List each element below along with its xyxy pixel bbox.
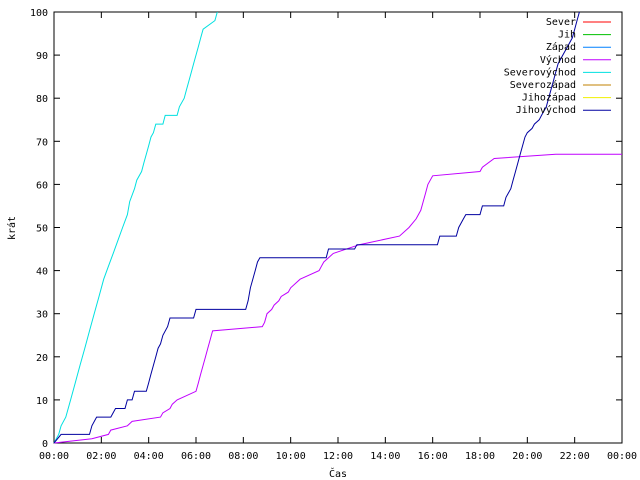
- y-tick-label: 10: [36, 396, 48, 407]
- y-axis-ticks: 0 10 20 30 40 50 60 70 80 90 100: [30, 8, 622, 450]
- legend-label: Jih: [558, 30, 576, 41]
- legend-label: Východ: [540, 54, 576, 66]
- x-tick-label: 08:00: [228, 451, 258, 462]
- x-axis-ticks: 00:00 02:00 04:00 06:00 08:00 10:00 12:00 14:00…: [39, 12, 637, 462]
- x-axis-label: Čas: [329, 467, 347, 480]
- legend-label: Jihovýchod: [516, 104, 576, 116]
- y-tick-label: 70: [36, 137, 48, 148]
- x-tick-label: 02:00: [86, 451, 116, 462]
- y-tick-label: 20: [36, 353, 48, 364]
- legend-label: Západ: [546, 41, 576, 53]
- series-line-3: [53, 153, 622, 444]
- x-tick-label: 18:00: [465, 451, 495, 462]
- x-tick-label: 22:00: [560, 451, 590, 462]
- y-tick-label: 0: [42, 439, 48, 450]
- y-tick-label: 30: [36, 310, 48, 321]
- y-tick-label: 90: [36, 51, 48, 62]
- x-tick-label: 00:00: [607, 451, 637, 462]
- x-tick-label: 06:00: [181, 451, 211, 462]
- x-tick-label: 10:00: [276, 451, 306, 462]
- x-tick-label: 00:00: [39, 451, 69, 462]
- legend-label: Severovýchod: [504, 66, 576, 78]
- x-tick-label: 04:00: [134, 451, 164, 462]
- series-line-4: [53, 11, 218, 444]
- legend-label: Severozápad: [510, 79, 576, 91]
- y-axis-label: krát: [6, 216, 18, 240]
- y-tick-label: 40: [36, 267, 48, 278]
- series-lines: [53, 11, 622, 444]
- y-tick-label: 60: [36, 180, 48, 191]
- legend-label: Sever: [546, 17, 576, 28]
- x-tick-label: 12:00: [323, 451, 353, 462]
- plot-area: [53, 11, 623, 444]
- y-tick-label: 100: [30, 8, 48, 19]
- y-tick-label: 50: [36, 224, 48, 235]
- y-tick-label: 80: [36, 94, 48, 105]
- x-tick-label: 20:00: [512, 451, 542, 462]
- series-line-7: [53, 11, 580, 444]
- x-tick-label: 16:00: [418, 451, 448, 462]
- legend: Sever JihZápadVýchodSeverovýchodSeverozáp…: [504, 17, 611, 116]
- legend-label: Jihozápad: [522, 92, 576, 104]
- x-tick-label: 14:00: [370, 451, 400, 462]
